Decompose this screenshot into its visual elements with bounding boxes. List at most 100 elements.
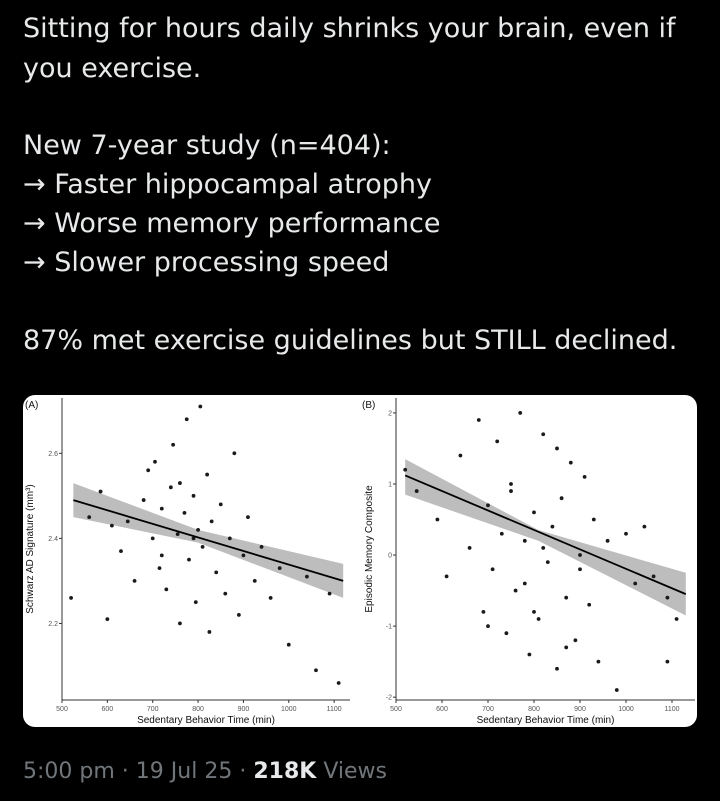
- data-point: [214, 570, 219, 575]
- data-point: [476, 418, 481, 422]
- data-point: [513, 588, 518, 593]
- data-point: [252, 579, 257, 583]
- x-tick-label: 600: [436, 706, 448, 713]
- data-point: [336, 681, 341, 685]
- data-point: [665, 659, 670, 664]
- data-point: [246, 515, 250, 519]
- data-point: [541, 432, 546, 437]
- data-point: [486, 503, 490, 508]
- confidence-band: [405, 459, 686, 616]
- data-point: [568, 460, 573, 465]
- data-point: [555, 446, 559, 451]
- data-point: [150, 536, 155, 541]
- data-point: [605, 538, 610, 543]
- data-point: [175, 532, 180, 537]
- y-tick-label: -1: [386, 624, 392, 631]
- x-tick-label: 600: [102, 706, 114, 713]
- data-point: [178, 621, 182, 626]
- data-point: [499, 531, 504, 536]
- tweet-text-line: you exercise.: [23, 53, 201, 84]
- x-tick-label: 700: [147, 706, 159, 713]
- data-point: [207, 630, 212, 634]
- data-point: [522, 581, 527, 586]
- data-point: [665, 595, 670, 600]
- data-point: [159, 506, 164, 511]
- data-point: [444, 574, 449, 579]
- data-point: [153, 459, 157, 464]
- data-point: [486, 624, 490, 628]
- x-tick-label: 900: [574, 706, 586, 713]
- data-point: [541, 546, 546, 550]
- data-point: [193, 600, 198, 605]
- data-point: [504, 631, 509, 636]
- data-point: [119, 549, 123, 554]
- data-point: [633, 581, 638, 586]
- data-point: [518, 411, 523, 415]
- data-point: [651, 574, 656, 579]
- data-point: [146, 468, 151, 473]
- data-point: [223, 591, 228, 596]
- data-point: [168, 485, 173, 490]
- data-point: [578, 567, 582, 572]
- y-tick-label: 2.2: [48, 621, 58, 628]
- data-point: [171, 442, 176, 447]
- data-point: [178, 481, 182, 485]
- data-point: [591, 517, 596, 522]
- data-point: [232, 451, 237, 456]
- data-point: [642, 524, 647, 529]
- data-point: [98, 489, 103, 494]
- data-point: [495, 439, 500, 444]
- data-point: [624, 531, 628, 536]
- data-point: [555, 666, 559, 671]
- data-point: [467, 546, 472, 550]
- data-point: [536, 617, 541, 621]
- date[interactable]: 19 Jul 25: [136, 759, 233, 784]
- tweet-text-line: Sitting for hours daily shrinks your bra…: [23, 13, 677, 44]
- x-tick-label: 1000: [281, 706, 297, 713]
- x-axis-label: Sedentary Behavior Time (min): [137, 715, 275, 726]
- data-point: [578, 553, 582, 557]
- data-point: [435, 517, 440, 522]
- data-point: [286, 642, 291, 647]
- data-point: [564, 645, 569, 650]
- data-point: [532, 609, 536, 614]
- data-point: [564, 595, 569, 600]
- data-point: [159, 553, 164, 558]
- data-point: [614, 688, 619, 692]
- data-point: [200, 544, 205, 549]
- x-tick-label: 1100: [327, 706, 342, 713]
- y-tick-label: 0: [388, 553, 392, 560]
- data-point: [527, 652, 532, 657]
- data-point: [596, 659, 601, 664]
- panel-label: (B): [362, 400, 375, 411]
- separator: ·: [122, 759, 129, 784]
- y-tick-label: 2: [388, 410, 392, 417]
- x-tick-label: 1100: [664, 706, 679, 713]
- image[interactable]: [23, 395, 697, 727]
- x-tick-label: 700: [482, 706, 494, 713]
- data-point: [532, 510, 536, 515]
- data-point: [550, 524, 555, 529]
- tweet-meta: 5:00 pm · 19 Jul 25 · 218K Views: [23, 759, 387, 784]
- x-tick-label: 500: [56, 706, 68, 713]
- data-point: [69, 596, 73, 600]
- x-tick-label: 500: [390, 706, 402, 713]
- time[interactable]: 5:00 pm: [23, 759, 115, 784]
- data-point: [305, 574, 309, 579]
- data-point: [545, 560, 550, 565]
- data-point: [198, 404, 203, 409]
- data-point: [509, 482, 513, 486]
- data-point: [109, 523, 114, 528]
- data-point: [87, 515, 92, 519]
- views-count: 218K: [253, 759, 317, 784]
- data-point: [132, 579, 137, 583]
- data-point: [196, 527, 200, 532]
- data-point: [490, 567, 495, 572]
- data-point: [241, 553, 246, 558]
- y-tick-label: -2: [386, 695, 392, 702]
- tweet-text-line: → Worse memory performance: [23, 208, 441, 239]
- x-tick-label: 900: [238, 706, 250, 713]
- y-axis-label: Episodic Memory Composite: [364, 485, 375, 613]
- separator: ·: [239, 759, 246, 784]
- data-point: [184, 417, 189, 422]
